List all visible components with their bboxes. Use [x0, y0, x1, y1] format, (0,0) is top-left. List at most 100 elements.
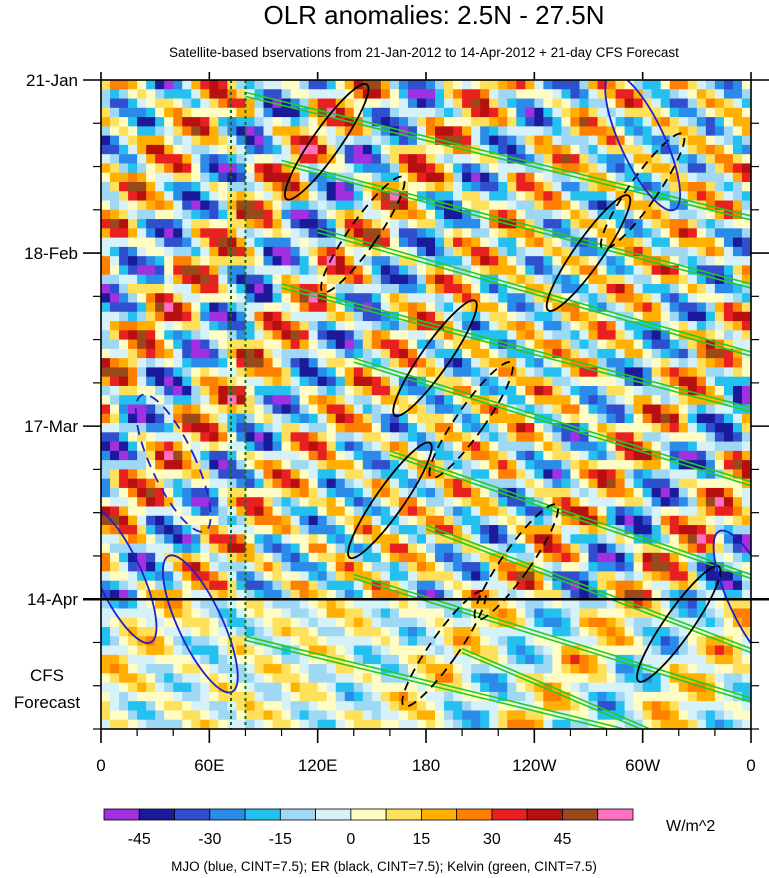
heat-cell — [579, 283, 590, 294]
heat-cell — [696, 710, 707, 721]
heat-cell — [245, 367, 256, 378]
heat-cell — [435, 571, 445, 582]
heat-cell — [173, 460, 183, 470]
heat-cell — [263, 154, 274, 165]
heat-cell — [606, 98, 617, 109]
heat-cell — [119, 385, 129, 396]
heat-cell — [155, 469, 165, 480]
heat-cell — [687, 580, 698, 591]
heat-cell — [290, 682, 301, 693]
heat-cell — [678, 701, 689, 712]
heat-cell — [362, 562, 373, 572]
heat-cell — [489, 525, 499, 535]
heat-cell — [200, 673, 210, 684]
heat-cell — [687, 80, 698, 90]
heat-cell — [642, 209, 653, 220]
heat-cell — [471, 89, 481, 100]
heat-cell — [615, 172, 626, 183]
heat-cell — [642, 107, 653, 118]
heat-cell — [164, 627, 174, 637]
heat-cell — [335, 107, 346, 118]
heat-cell — [353, 460, 364, 470]
heat-cell — [191, 330, 201, 341]
heat-cell — [723, 219, 734, 229]
heat-cell — [416, 710, 427, 721]
heat-cell — [299, 274, 310, 285]
heat-cell — [426, 107, 436, 118]
heat-cell — [173, 302, 183, 313]
heat-cell — [435, 636, 445, 647]
heat-cell — [534, 395, 544, 406]
heat-cell — [308, 404, 319, 415]
heat-cell — [723, 487, 734, 498]
heat-cell — [525, 645, 535, 656]
heat-cell — [227, 627, 238, 637]
heat-cell — [209, 645, 219, 656]
heat-cell — [435, 283, 445, 294]
heat-cell — [209, 80, 219, 90]
heat-cell — [254, 107, 265, 118]
heat-cell — [705, 89, 716, 100]
heat-cell — [633, 432, 644, 443]
heat-cell — [507, 80, 517, 90]
heat-cell — [236, 627, 247, 637]
heat-cell — [561, 321, 572, 331]
heat-cell — [714, 664, 725, 674]
heat-cell — [687, 256, 698, 267]
heat-cell — [543, 126, 553, 137]
heat-cell — [200, 385, 210, 396]
heat-cell — [705, 98, 716, 109]
heat-cell — [732, 117, 743, 127]
heat-cell — [669, 321, 680, 331]
heat-cell — [570, 710, 581, 721]
heat-cell — [407, 228, 418, 239]
heat-cell — [182, 321, 192, 331]
heat-cell — [398, 172, 409, 183]
heat-cell — [705, 617, 716, 628]
heat-cell — [534, 543, 544, 554]
heat-cell — [128, 589, 138, 600]
heat-cell — [534, 404, 544, 415]
heat-cell — [299, 599, 310, 610]
heat-cell — [272, 246, 283, 257]
heat-cell — [137, 191, 147, 202]
heat-cell — [534, 413, 544, 424]
heat-cell — [119, 200, 129, 211]
heat-cell — [326, 571, 337, 582]
heat-cell — [281, 228, 292, 239]
heat-cell — [308, 117, 319, 127]
heat-cell — [263, 404, 274, 415]
heat-cell — [732, 691, 743, 702]
heat-cell — [335, 664, 346, 674]
heat-cell — [146, 385, 156, 396]
heat-cell — [462, 701, 472, 712]
heat-cell — [326, 413, 337, 424]
heat-cell — [200, 636, 210, 647]
heat-cell — [227, 89, 238, 100]
heat-cell — [416, 219, 427, 229]
heat-cell — [254, 413, 265, 424]
heat-cell — [191, 172, 201, 183]
heat-cell — [407, 552, 418, 563]
heat-cell — [669, 682, 680, 693]
heat-cell — [344, 404, 355, 415]
heat-cell — [435, 274, 445, 285]
heat-cell — [651, 645, 662, 656]
heat-cell — [462, 107, 472, 118]
heat-cell — [335, 144, 346, 155]
heat-cell — [444, 144, 454, 155]
heat-cell — [696, 413, 707, 424]
heat-cell — [290, 237, 301, 248]
heat-cell — [525, 98, 535, 109]
heat-cell — [218, 515, 228, 526]
heat-cell — [579, 627, 590, 637]
heat-cell — [480, 497, 490, 508]
heat-cell — [633, 673, 644, 684]
heat-cell — [290, 673, 301, 684]
heat-cell — [191, 404, 201, 415]
heat-cell — [480, 107, 490, 118]
heat-cell — [642, 654, 653, 665]
heat-cell — [534, 348, 544, 359]
heat-cell — [281, 348, 292, 359]
heat-cell — [191, 515, 201, 526]
